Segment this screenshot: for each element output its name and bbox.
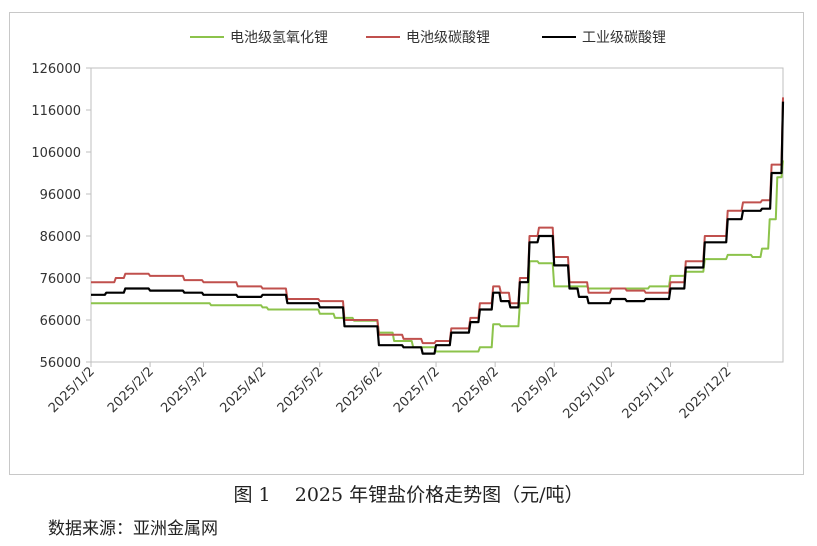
y-tick-label: 126000	[31, 62, 81, 77]
x-tick-label: 2025/10/2	[561, 364, 619, 422]
x-tick-label: 2025/9/2	[509, 364, 561, 416]
legend: 电池级氢氧化锂 电池级碳酸锂 工业级碳酸锂	[190, 30, 666, 46]
x-tick-label: 2025/3/2	[158, 364, 210, 416]
y-tick-label: 106000	[31, 146, 81, 161]
data-source-note: 数据来源：亚洲金属网	[48, 519, 218, 539]
y-axis-ticks: 56000 66000 76000 86000 96000 106000 116000 126…	[31, 62, 91, 371]
y-tick-label: 86000	[40, 230, 81, 245]
axes	[90, 67, 784, 363]
x-axis-ticks: 2025/1/2 2025/2/2 2025/3/2 2025/4/2 2025/5/2…	[46, 362, 735, 422]
x-tick-label: 2025/1/2	[46, 364, 98, 416]
x-tick-label: 2025/12/2	[677, 364, 735, 422]
x-tick-label: 2025/5/2	[275, 364, 327, 416]
x-tick-label: 2025/11/2	[620, 364, 678, 422]
x-tick-label: 2025/6/2	[334, 364, 386, 416]
x-tick-label: 2025/8/2	[450, 364, 502, 416]
y-tick-label: 96000	[40, 188, 81, 203]
legend-label-3: 工业级碳酸锂	[582, 30, 666, 46]
series-lines	[91, 97, 785, 355]
series-line-3	[91, 101, 785, 355]
legend-label-2: 电池级碳酸锂	[406, 30, 490, 46]
x-tick-label: 2025/4/2	[218, 364, 270, 416]
figure-caption: 图 1 2025 年锂盐价格走势图（元/吨）	[233, 484, 584, 506]
plot-area-border	[90, 67, 784, 363]
x-tick-label: 2025/2/2	[105, 364, 157, 416]
legend-label-1: 电池级氢氧化锂	[230, 30, 328, 46]
series-line-1	[91, 160, 784, 353]
y-tick-label: 56000	[40, 356, 81, 371]
y-tick-label: 116000	[31, 104, 81, 119]
chart-frame: 电池级氢氧化锂 电池级碳酸锂 工业级碳酸锂 56000 66000 76000 86000…	[9, 12, 804, 475]
y-tick-label: 66000	[40, 314, 81, 329]
y-tick-label: 76000	[40, 272, 81, 287]
series-line-2	[91, 97, 784, 345]
x-tick-label: 2025/7/2	[391, 364, 443, 416]
line-chart: 电池级氢氧化锂 电池级碳酸锂 工业级碳酸锂 56000 66000 76000 86000…	[31, 30, 785, 422]
